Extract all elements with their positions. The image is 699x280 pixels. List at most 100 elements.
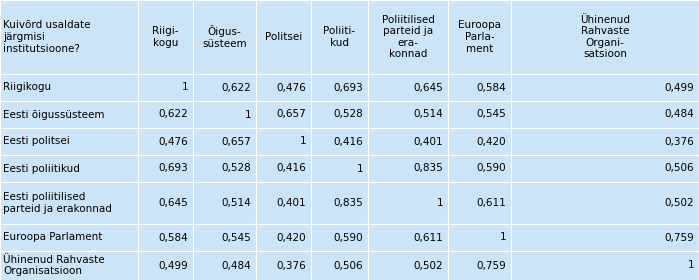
Text: Eesti poliitilised
parteid ja erakonnad: Eesti poliitilised parteid ja erakonnad <box>3 192 112 214</box>
Bar <box>138 0 193 74</box>
Bar <box>138 128 193 155</box>
Text: 0,499: 0,499 <box>158 260 188 270</box>
Text: 0,420: 0,420 <box>276 232 306 242</box>
Text: 1: 1 <box>436 198 443 208</box>
Text: 0,693: 0,693 <box>333 83 363 92</box>
Bar <box>368 224 448 251</box>
Text: 0,416: 0,416 <box>333 137 363 146</box>
Text: 0,590: 0,590 <box>477 164 506 174</box>
Bar <box>511 128 699 155</box>
Text: 0,584: 0,584 <box>158 232 188 242</box>
Text: Ühinenud
Rahvaste
Organi-
satsioon: Ühinenud Rahvaste Organi- satsioon <box>580 15 630 59</box>
Bar <box>511 101 699 128</box>
Text: 0,657: 0,657 <box>222 137 251 146</box>
Text: Eesti õigussüsteem: Eesti õigussüsteem <box>3 109 104 120</box>
Text: 1: 1 <box>356 164 363 174</box>
Bar <box>193 101 256 128</box>
Text: 0,514: 0,514 <box>413 109 443 120</box>
Text: 0,376: 0,376 <box>276 260 306 270</box>
Bar <box>311 155 368 182</box>
Text: 0,545: 0,545 <box>222 232 251 242</box>
Text: 0,401: 0,401 <box>413 137 443 146</box>
Text: Poliitilised
parteid ja
era-
konnad: Poliitilised parteid ja era- konnad <box>382 15 435 59</box>
Bar <box>368 182 448 224</box>
Bar <box>138 74 193 101</box>
Bar <box>193 251 256 280</box>
Text: 0,528: 0,528 <box>333 109 363 120</box>
Bar <box>193 128 256 155</box>
Bar <box>256 224 311 251</box>
Bar <box>138 155 193 182</box>
Text: Kuivõrd usaldate
järgmisi
institutsioone?: Kuivõrd usaldate järgmisi institutsioone… <box>3 20 90 53</box>
Text: 0,416: 0,416 <box>276 164 306 174</box>
Text: 0,484: 0,484 <box>664 109 694 120</box>
Text: 0,528: 0,528 <box>222 164 251 174</box>
Bar <box>0 101 138 128</box>
Text: 1: 1 <box>299 137 306 146</box>
Bar <box>256 251 311 280</box>
Bar <box>448 224 511 251</box>
Bar <box>138 224 193 251</box>
Bar <box>0 74 138 101</box>
Text: 1: 1 <box>499 232 506 242</box>
Bar <box>256 155 311 182</box>
Bar <box>193 182 256 224</box>
Bar <box>0 0 138 74</box>
Text: 0,835: 0,835 <box>333 198 363 208</box>
Bar <box>311 182 368 224</box>
Text: 0,657: 0,657 <box>276 109 306 120</box>
Bar <box>311 251 368 280</box>
Bar <box>0 251 138 280</box>
Bar <box>368 74 448 101</box>
Bar <box>193 224 256 251</box>
Text: 0,401: 0,401 <box>276 198 306 208</box>
Bar <box>138 182 193 224</box>
Text: 0,622: 0,622 <box>222 83 251 92</box>
Text: Õigus-
süsteem: Õigus- süsteem <box>202 25 247 49</box>
Bar <box>256 101 311 128</box>
Text: Ühinenud Rahvaste
Organisatsioon: Ühinenud Rahvaste Organisatsioon <box>3 255 105 276</box>
Text: 0,484: 0,484 <box>222 260 251 270</box>
Bar <box>448 0 511 74</box>
Text: 0,645: 0,645 <box>413 83 443 92</box>
Bar <box>448 74 511 101</box>
Text: 0,611: 0,611 <box>476 198 506 208</box>
Text: 0,759: 0,759 <box>664 232 694 242</box>
Bar <box>448 182 511 224</box>
Text: 0,693: 0,693 <box>158 164 188 174</box>
Bar <box>448 251 511 280</box>
Bar <box>138 101 193 128</box>
Text: 0,759: 0,759 <box>476 260 506 270</box>
Bar <box>511 155 699 182</box>
Bar <box>311 128 368 155</box>
Bar <box>311 74 368 101</box>
Text: 0,476: 0,476 <box>276 83 306 92</box>
Text: 0,502: 0,502 <box>664 198 694 208</box>
Bar <box>511 74 699 101</box>
Bar <box>0 224 138 251</box>
Bar <box>368 0 448 74</box>
Bar <box>511 251 699 280</box>
Text: 0,506: 0,506 <box>664 164 694 174</box>
Bar <box>256 74 311 101</box>
Text: 0,476: 0,476 <box>158 137 188 146</box>
Text: Poliiti-
kud: Poliiti- kud <box>324 26 356 48</box>
Bar <box>256 0 311 74</box>
Bar <box>256 182 311 224</box>
Bar <box>193 74 256 101</box>
Text: 0,611: 0,611 <box>413 232 443 242</box>
Bar <box>448 128 511 155</box>
Text: 0,502: 0,502 <box>413 260 443 270</box>
Bar <box>311 224 368 251</box>
Bar <box>368 128 448 155</box>
Bar <box>138 251 193 280</box>
Bar <box>368 251 448 280</box>
Text: 1: 1 <box>687 260 694 270</box>
Bar <box>511 224 699 251</box>
Text: 0,514: 0,514 <box>222 198 251 208</box>
Bar <box>0 182 138 224</box>
Text: 0,506: 0,506 <box>333 260 363 270</box>
Text: 0,376: 0,376 <box>664 137 694 146</box>
Text: Eesti politsei: Eesti politsei <box>3 137 70 146</box>
Bar <box>0 155 138 182</box>
